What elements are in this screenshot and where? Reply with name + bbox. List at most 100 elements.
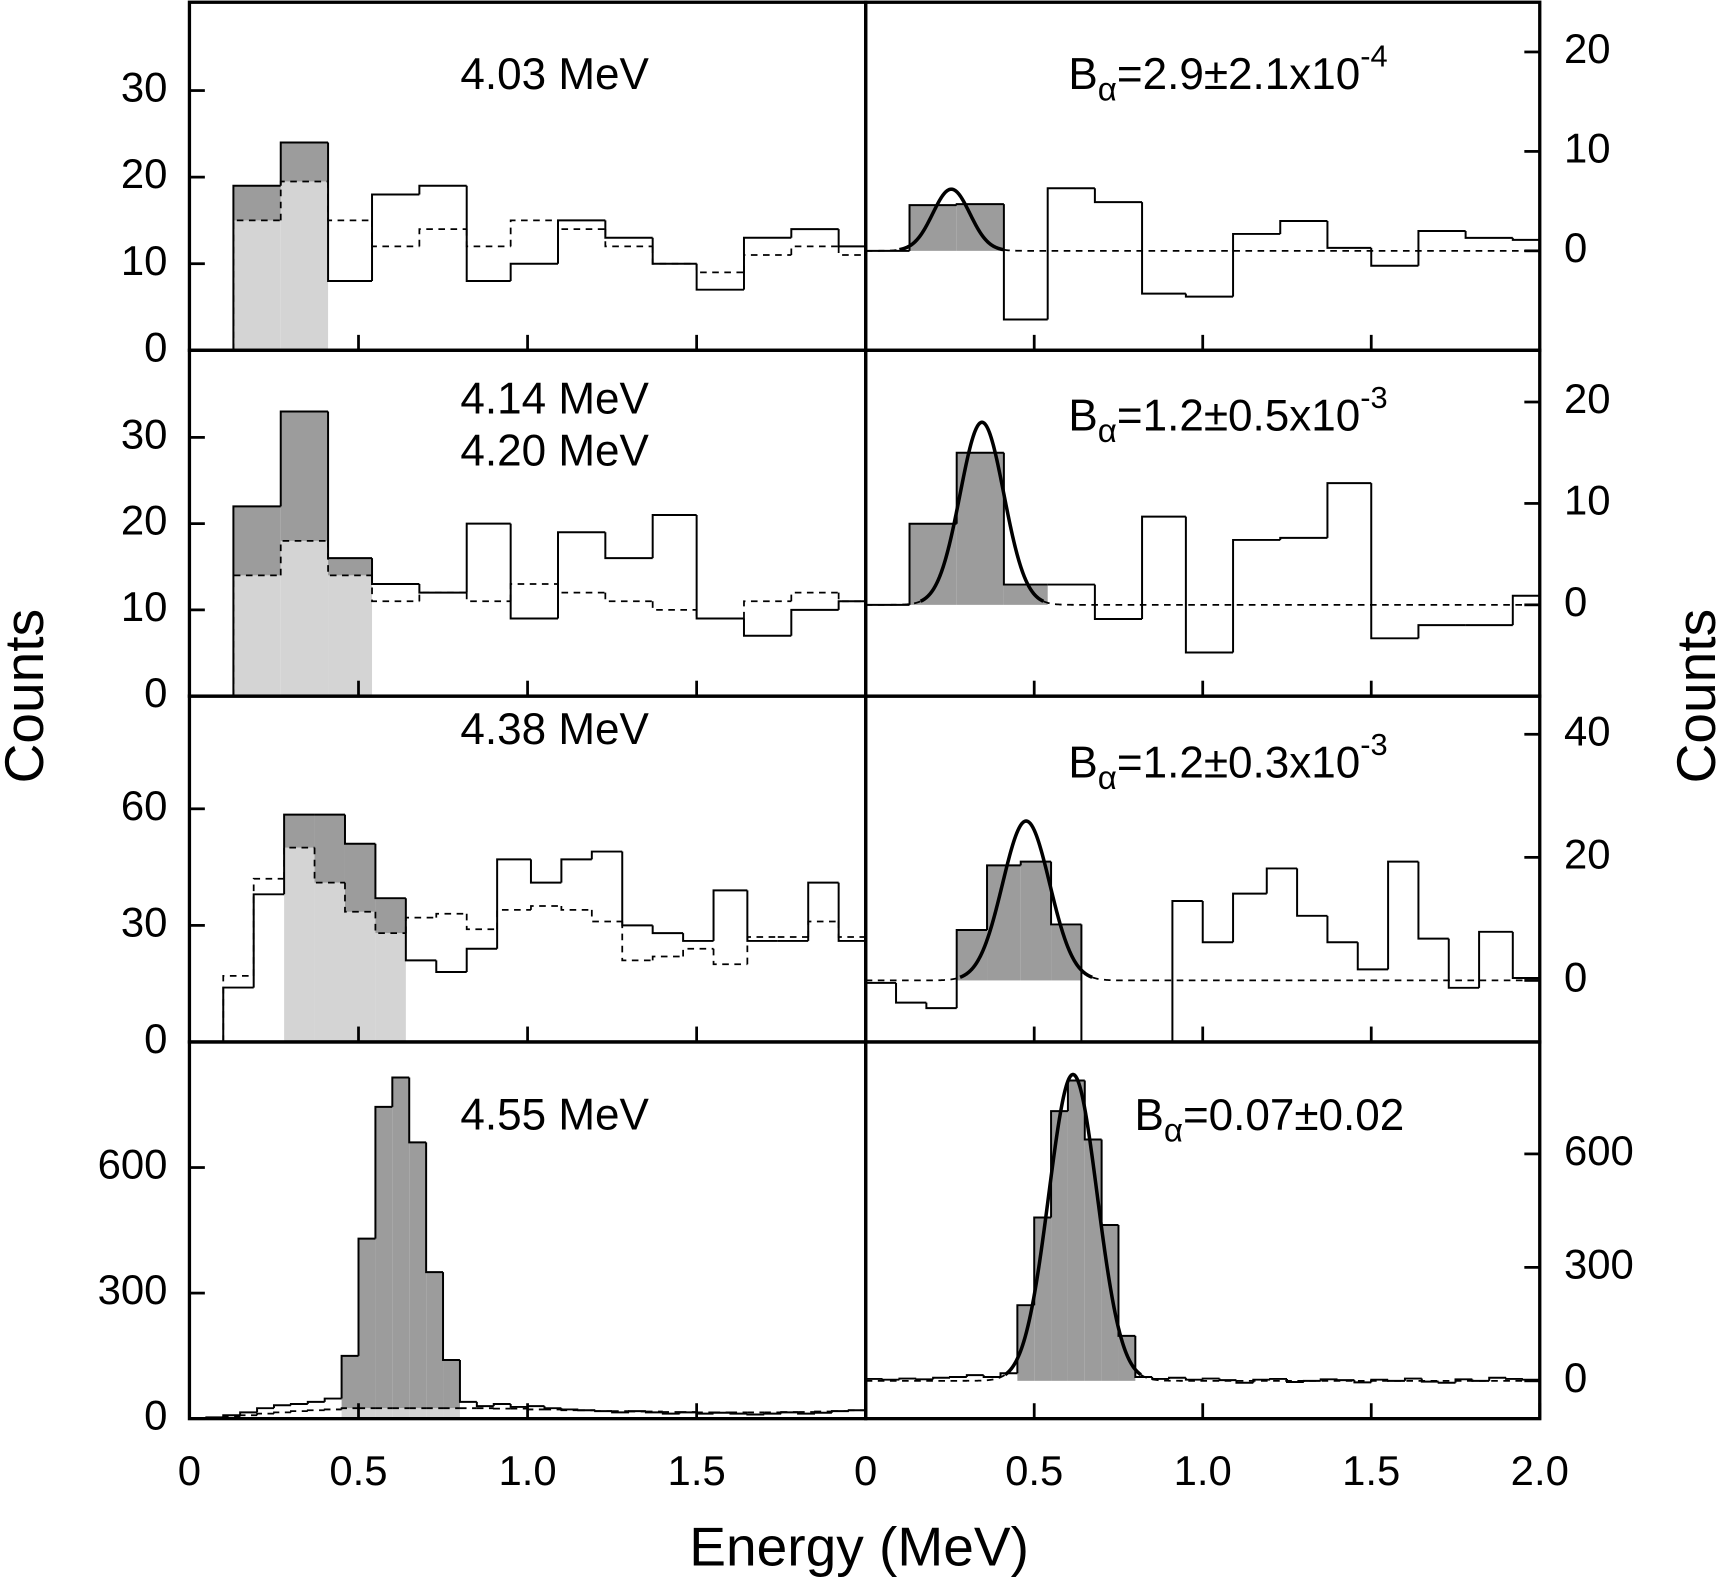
x-tick-label: 0: [854, 1447, 877, 1494]
count-step: [1184, 293, 1234, 298]
count-step: [837, 229, 866, 248]
signal-shade: [392, 1077, 410, 1409]
label-rest: =1.2±0.3x10: [1117, 738, 1360, 787]
x-tick-label: 1.0: [498, 1447, 556, 1494]
signal-shade: [284, 814, 315, 848]
background-step: [496, 908, 531, 930]
background-step: [465, 913, 498, 931]
background-shade: [375, 933, 406, 1042]
background-shade: [426, 1408, 444, 1419]
background-step: [509, 219, 559, 247]
count-step: [272, 1404, 291, 1409]
count-step: [1279, 220, 1328, 234]
y-tick-label: 20: [1564, 25, 1611, 72]
y-tick-label: 0: [144, 669, 167, 716]
background-shade: [233, 575, 281, 697]
fit-tail: [1091, 976, 1540, 982]
background-step: [790, 591, 839, 602]
background-shade: [314, 882, 345, 1042]
count-step: [948, 1376, 967, 1379]
background-step: [418, 591, 467, 602]
count-step: [279, 410, 329, 507]
count-step: [807, 881, 839, 941]
y-tick-label: 10: [121, 237, 168, 284]
count-step: [644, 1411, 663, 1414]
count-step: [1050, 861, 1082, 926]
count-step: [695, 515, 744, 620]
panel: [865, 187, 1540, 321]
count-step: [1232, 232, 1281, 297]
count-step: [408, 1077, 427, 1144]
background-step: [323, 1408, 342, 1411]
y-tick-label: 300: [98, 1266, 168, 1313]
count-step: [475, 1401, 494, 1408]
count-step: [830, 1410, 849, 1413]
label-sup: -4: [1360, 39, 1387, 74]
background-step: [604, 592, 653, 603]
count-step: [780, 1411, 799, 1414]
fit-tail: [1140, 1374, 1540, 1382]
count-step: [1265, 867, 1298, 894]
count-step: [1319, 1378, 1338, 1381]
background-step: [837, 921, 866, 938]
signal-shade: [280, 142, 329, 182]
y-tick-label: 30: [121, 410, 168, 457]
count-step: [1511, 237, 1540, 241]
count-step: [418, 584, 467, 594]
count-step: [404, 898, 437, 962]
count-step: [1201, 1377, 1220, 1380]
count-step: [435, 960, 467, 974]
count-step: [651, 237, 697, 265]
background-shade: [341, 1408, 359, 1419]
count-step: [340, 1354, 359, 1399]
count-step: [651, 514, 697, 559]
background-step: [344, 882, 376, 913]
count-step: [418, 184, 467, 195]
count-step: [932, 1376, 950, 1380]
count-step: [847, 1409, 866, 1412]
count-step: [1417, 861, 1449, 940]
count-step: [604, 220, 653, 239]
background-step: [232, 219, 281, 351]
count-step: [651, 925, 684, 935]
count-step: [628, 1410, 646, 1413]
x-tick-label: 2.0: [1511, 1447, 1569, 1494]
y-tick-label: 10: [1564, 124, 1611, 171]
count-step: [374, 843, 406, 900]
x-tick-label: 0: [178, 1447, 201, 1494]
count-step: [557, 219, 606, 264]
label-main: B: [1068, 738, 1097, 787]
count-step: [1232, 892, 1267, 943]
count-step: [1505, 1377, 1523, 1380]
count-step: [283, 813, 315, 895]
count-step: [678, 1411, 697, 1414]
fit-curve: [959, 819, 1093, 979]
count-step: [590, 850, 623, 860]
count-step: [621, 851, 653, 927]
count-step: [763, 1412, 782, 1415]
count-step: [1046, 187, 1095, 320]
count-step: [391, 1076, 410, 1107]
signal-shade: [956, 204, 1004, 251]
x-axis-label: Energy (MeV): [689, 1515, 1029, 1577]
count-step: [1511, 931, 1540, 979]
count-step: [425, 1142, 444, 1274]
count-step: [1002, 204, 1048, 321]
count-step: [371, 558, 420, 586]
count-step: [925, 1002, 957, 1010]
count-step: [442, 1272, 460, 1362]
background-step: [557, 584, 606, 594]
background-step: [682, 947, 714, 957]
count-step: [1093, 584, 1143, 621]
background-step: [509, 583, 559, 602]
panel: [189, 1076, 866, 1419]
label-rest: =0.07±0.02: [1183, 1091, 1404, 1140]
fit-tail: [865, 600, 922, 606]
background-step: [743, 254, 792, 273]
signal-shade: [1067, 1080, 1085, 1381]
y-tick-label: 600: [1564, 1127, 1634, 1174]
count-step: [1232, 538, 1281, 653]
count-step: [343, 814, 376, 845]
background-shade: [344, 911, 376, 1042]
count-step: [1218, 1378, 1237, 1382]
